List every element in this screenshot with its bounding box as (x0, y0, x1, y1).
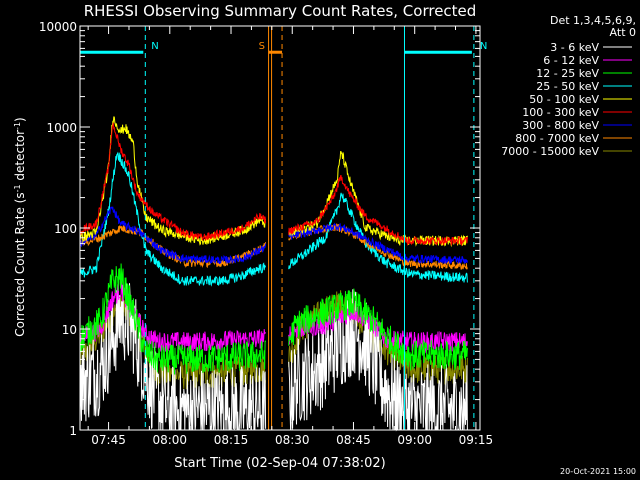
y-tick-label: 10000 (39, 20, 77, 34)
legend-entry-label: 800 - 7000 keV (515, 132, 599, 145)
legend-header-line: Det 1,3,4,5,6,9, (550, 14, 636, 27)
interval-label-2: S (259, 41, 265, 52)
x-axis-label: Start Time (02-Sep-04 07:38:02) (174, 456, 385, 471)
y-tick-label: 1 (69, 424, 77, 438)
x-tick-label: 09:15 (459, 433, 494, 447)
legend-entry-label: 12 - 25 keV (536, 67, 599, 80)
series-line-6 (79, 206, 468, 265)
legend-entry-label: 50 - 100 keV (529, 93, 599, 106)
series-line-2 (79, 263, 468, 375)
x-tick-label: 08:30 (275, 433, 310, 447)
series-line-5 (79, 122, 468, 247)
chart-title: RHESSI Observing Summary Count Rates, Co… (84, 2, 477, 20)
series-line-3 (79, 151, 468, 287)
legend-entry-label: 3 - 6 keV (550, 41, 599, 54)
legend-entry-label: 6 - 12 keV (543, 54, 599, 67)
y-tick-label: 1000 (46, 121, 77, 135)
legend-entry-label: 7000 - 15000 keV (501, 145, 599, 158)
series-layer (79, 116, 468, 432)
x-tick-label: 08:45 (336, 433, 371, 447)
x-tick-label: 09:00 (397, 433, 432, 447)
x-tick-label: 08:15 (214, 433, 249, 447)
timestamp-label: 20-Oct-2021 15:00 (560, 467, 636, 476)
y-axis-label: Corrected Count Rate (s-1 detector-1) (13, 117, 28, 336)
legend-entry-label: 100 - 300 keV (522, 106, 599, 119)
interval-label-0: N (151, 41, 158, 52)
legend-entry-label: 300 - 800 keV (522, 119, 599, 132)
x-tick-label: 07:45 (91, 433, 126, 447)
y-tick-label: 100 (54, 222, 77, 236)
x-tick-label: 08:00 (152, 433, 187, 447)
legend-entry-label: 25 - 50 keV (536, 80, 599, 93)
interval-label-1: N (480, 41, 487, 52)
legend-header-line: Att 0 (610, 26, 636, 39)
y-tick-label: 10 (62, 323, 77, 337)
axes-layer: 07:45 08:00 08:15 08:30 08:45 09:00 09:15 1 10 10… (39, 20, 493, 447)
